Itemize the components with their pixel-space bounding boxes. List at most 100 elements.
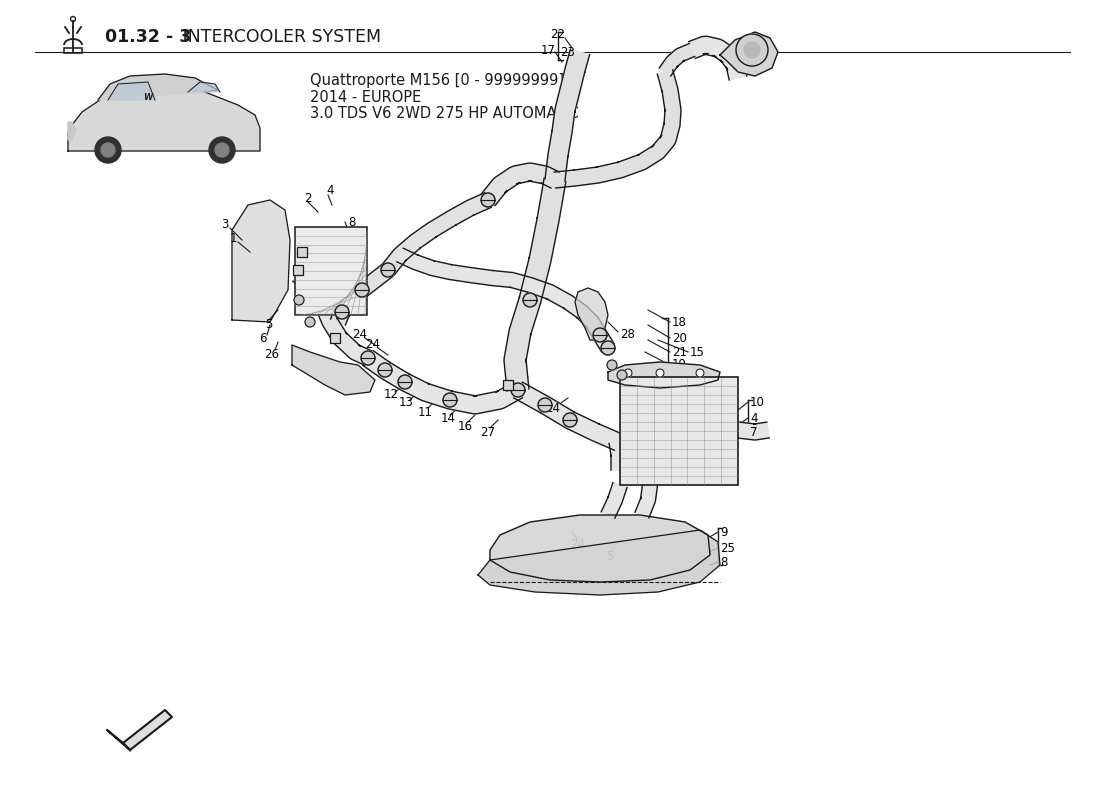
Text: 3.0 TDS V6 2WD 275 HP AUTOMATIC: 3.0 TDS V6 2WD 275 HP AUTOMATIC <box>310 106 579 122</box>
Polygon shape <box>382 193 492 275</box>
Text: 5: 5 <box>265 318 273 331</box>
Circle shape <box>522 293 537 307</box>
Polygon shape <box>363 350 522 414</box>
Circle shape <box>443 393 456 407</box>
Circle shape <box>607 360 617 370</box>
Circle shape <box>601 341 615 355</box>
Text: W: W <box>143 94 153 102</box>
Polygon shape <box>720 32 778 76</box>
Polygon shape <box>575 288 608 340</box>
Polygon shape <box>68 122 76 140</box>
Text: 24: 24 <box>571 538 585 550</box>
Circle shape <box>624 369 632 377</box>
Circle shape <box>744 42 760 58</box>
Text: 24: 24 <box>546 402 561 414</box>
Circle shape <box>563 413 578 427</box>
Circle shape <box>593 328 607 342</box>
Bar <box>293 265 303 275</box>
Circle shape <box>336 305 349 319</box>
Polygon shape <box>331 264 393 325</box>
Circle shape <box>209 137 235 163</box>
Text: 25: 25 <box>720 542 735 554</box>
Polygon shape <box>659 43 695 76</box>
Circle shape <box>617 370 627 380</box>
Polygon shape <box>318 307 372 366</box>
Circle shape <box>512 383 525 397</box>
Text: 12: 12 <box>384 389 398 402</box>
Circle shape <box>656 369 664 377</box>
Text: 17: 17 <box>540 43 556 57</box>
Text: 15: 15 <box>690 346 705 358</box>
Circle shape <box>538 398 552 412</box>
Circle shape <box>101 143 116 157</box>
Polygon shape <box>68 88 260 151</box>
Text: 21: 21 <box>672 346 688 358</box>
Text: 4: 4 <box>750 411 758 425</box>
Bar <box>330 333 340 343</box>
Polygon shape <box>689 36 747 80</box>
Text: 10: 10 <box>750 395 764 409</box>
Circle shape <box>736 34 768 66</box>
Polygon shape <box>98 74 218 100</box>
Polygon shape <box>232 200 290 322</box>
Polygon shape <box>123 710 172 750</box>
Bar <box>297 247 307 257</box>
Text: 4: 4 <box>327 185 333 198</box>
Text: 20: 20 <box>672 331 686 345</box>
Polygon shape <box>107 730 130 750</box>
Circle shape <box>95 137 121 163</box>
Text: Quattroporte M156 [0 - 99999999]: Quattroporte M156 [0 - 99999999] <box>310 73 564 87</box>
Text: 8: 8 <box>720 555 727 569</box>
Text: 3: 3 <box>221 218 229 231</box>
Polygon shape <box>504 297 540 391</box>
Circle shape <box>398 375 412 389</box>
Text: 27: 27 <box>481 426 495 438</box>
Text: 28: 28 <box>620 329 635 342</box>
Text: 2014 - EUROPE: 2014 - EUROPE <box>310 90 421 105</box>
Circle shape <box>696 369 704 377</box>
Circle shape <box>481 193 495 207</box>
Polygon shape <box>188 82 220 92</box>
Polygon shape <box>293 269 332 314</box>
Polygon shape <box>608 362 720 388</box>
Circle shape <box>294 295 304 305</box>
Text: 16: 16 <box>458 419 473 433</box>
Polygon shape <box>478 530 720 595</box>
Circle shape <box>214 143 229 157</box>
Circle shape <box>381 263 395 277</box>
Text: 6: 6 <box>260 331 266 345</box>
Text: 9: 9 <box>720 526 727 538</box>
Text: 2: 2 <box>305 191 311 205</box>
Polygon shape <box>635 484 658 518</box>
Text: INTERCOOLER SYSTEM: INTERCOOLER SYSTEM <box>177 28 381 46</box>
Polygon shape <box>490 515 710 582</box>
Text: 23: 23 <box>561 46 575 58</box>
Text: 8: 8 <box>348 215 355 229</box>
Circle shape <box>305 317 315 327</box>
Circle shape <box>361 351 375 365</box>
Text: 5: 5 <box>606 550 614 562</box>
Text: 01.32 - 3: 01.32 - 3 <box>104 28 191 46</box>
Text: 11: 11 <box>418 406 432 418</box>
Text: 14: 14 <box>440 413 455 426</box>
Polygon shape <box>292 345 375 395</box>
Polygon shape <box>737 422 769 440</box>
Bar <box>64 48 82 53</box>
Text: 7: 7 <box>750 426 758 438</box>
Circle shape <box>378 363 392 377</box>
Text: 1: 1 <box>229 233 236 246</box>
Polygon shape <box>519 178 565 302</box>
Text: 13: 13 <box>398 397 414 410</box>
Text: 24: 24 <box>365 338 381 351</box>
Bar <box>295 227 367 315</box>
Circle shape <box>355 283 368 297</box>
Polygon shape <box>602 482 627 518</box>
Bar <box>503 380 513 390</box>
Text: 24: 24 <box>352 329 367 342</box>
Text: 26: 26 <box>264 349 279 362</box>
Bar <box>620 377 738 485</box>
Polygon shape <box>108 82 155 100</box>
Polygon shape <box>554 70 681 188</box>
Text: 19: 19 <box>672 358 688 371</box>
Text: 18: 18 <box>672 315 686 329</box>
